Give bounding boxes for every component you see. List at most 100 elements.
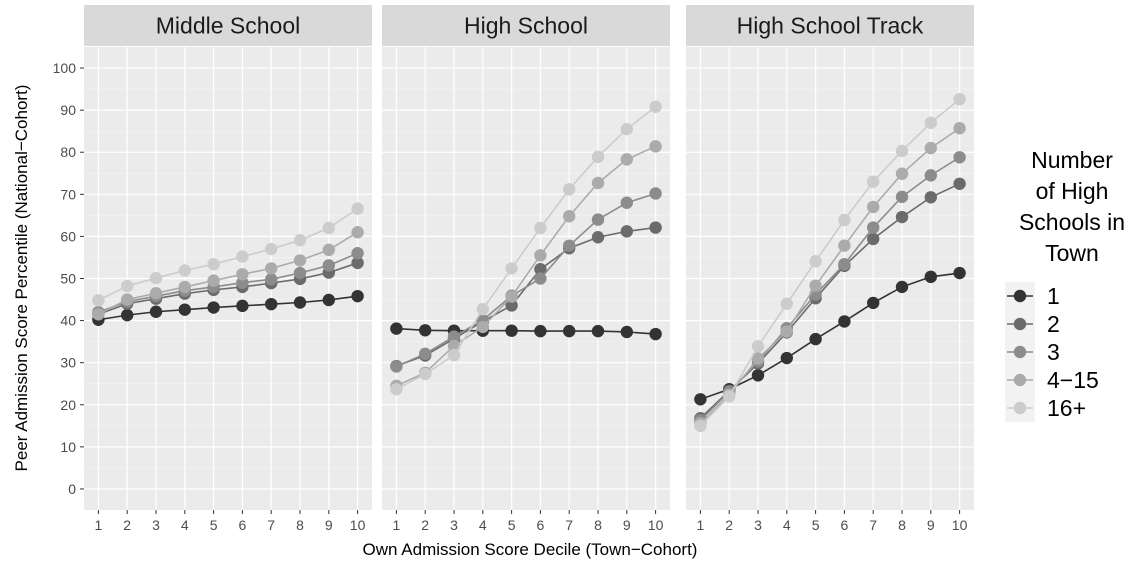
data-point [809,332,822,346]
x-tick-label: 3 [450,517,458,533]
y-tick-label: 10 [60,439,76,455]
data-point [563,239,576,252]
x-tick-label: 5 [210,517,218,533]
data-point [351,289,364,303]
data-point [534,221,547,235]
data-point [476,320,489,334]
data-point [563,210,576,223]
legend-label: 16+ [1047,395,1086,421]
data-point [895,280,909,294]
data-point [322,221,335,235]
legend-title-line: of High [1036,178,1109,204]
data-point [236,250,249,263]
data-point [809,279,822,292]
x-tick-label: 9 [325,517,333,533]
y-tick-label: 80 [60,144,76,160]
data-point [563,324,576,338]
data-point [265,273,278,286]
x-tick-label: 1 [393,517,401,533]
data-point [924,270,937,284]
facet-strip [84,5,372,46]
x-tick-label: 3 [152,517,160,533]
data-point [447,348,461,362]
data-point [563,183,576,196]
data-point [751,352,765,365]
facet-panel-2: High School 1 2 3 4 5 6 7 8 9 10 [382,5,670,533]
series-line-5 [98,207,359,302]
x-tick-label: 5 [812,517,820,533]
data-point [534,272,547,285]
data-point [92,308,105,321]
data-point [694,419,707,433]
data-point [534,249,547,262]
series-line-5 [699,98,961,427]
data-point [620,153,633,166]
data-point [322,259,335,272]
x-tick-label: 7 [869,517,877,533]
data-point [838,239,851,252]
data-point [649,187,662,200]
data-point [953,151,966,164]
data-point [178,303,191,316]
data-point [649,327,662,341]
y-tick-label: 30 [60,355,76,371]
data-point [649,140,662,153]
data-point [505,262,518,275]
data-point [351,256,364,270]
y-tick-label: 20 [60,397,76,413]
series-line-1 [700,272,960,401]
data-point [895,144,909,158]
data-point [620,225,633,238]
data-point [322,293,335,307]
data-point [419,347,432,361]
data-point [236,268,249,281]
y-tick-label: 90 [60,102,76,118]
data-point [505,299,518,312]
x-tick-label: 6 [239,517,247,533]
data-point [895,190,909,204]
data-point [953,92,966,106]
x-tick-label: 2 [123,517,131,533]
data-point [838,257,851,271]
data-point [351,226,364,239]
series-line-4 [699,127,961,424]
data-point [694,393,707,406]
y-tick-label: 70 [60,186,76,202]
data-point [838,213,851,227]
y-tick-label: 60 [60,228,76,244]
data-point [751,369,765,382]
legend-title-line: Number [1031,147,1113,173]
data-point [591,213,605,226]
facet-title: High School Track [737,13,924,39]
data-point [149,271,163,285]
data-point [924,141,937,155]
data-point [867,296,880,310]
x-tick-label: 10 [648,517,664,533]
data-point [351,247,364,260]
data-point [322,243,335,257]
y-tick-label: 0 [68,481,76,497]
series-line-1 [98,295,358,321]
legend-label: 4−15 [1047,367,1099,393]
x-tick-label: 4 [181,517,189,533]
series-line-3 [98,252,358,313]
data-point [751,340,765,353]
series-line-5 [396,106,657,390]
x-tick-label: 10 [350,517,366,533]
legend-label: 1 [1047,283,1060,309]
data-point [591,150,605,164]
data-point [867,221,880,234]
x-tick-label: 8 [296,517,304,533]
legend-title-line: Town [1045,240,1099,266]
x-tick-label: 2 [725,517,733,533]
series-line-4 [98,231,359,315]
data-point [809,255,822,268]
series-line-2 [98,262,358,316]
facet-panel-3: High School Track 1 2 3 4 5 6 7 8 9 10 [686,5,974,533]
data-point [121,308,134,322]
legend-label: 3 [1047,339,1060,365]
data-point [534,324,547,338]
data-point [649,221,662,234]
x-axis-title: Own Admission Score Decile (Town−Cohort) [363,540,698,559]
